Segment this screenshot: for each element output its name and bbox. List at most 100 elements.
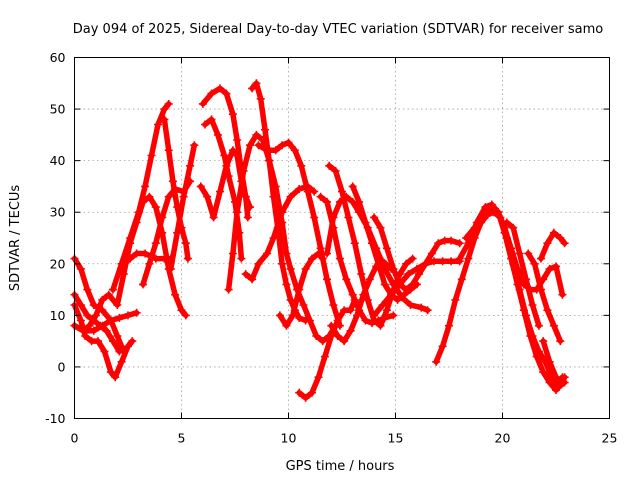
data-point-marker	[216, 84, 224, 93]
data-point-marker	[310, 187, 319, 196]
data-point-marker	[342, 192, 351, 201]
chart-title: Day 094 of 2025, Sidereal Day-to-day VTE…	[73, 22, 604, 37]
data-point-marker	[329, 301, 338, 309]
data-point-marker	[198, 99, 207, 108]
data-point-marker	[104, 290, 113, 299]
data-point-marker	[382, 244, 391, 253]
data-point-marker	[147, 151, 156, 160]
data-point-marker	[522, 275, 530, 284]
data-point-marker	[487, 203, 496, 212]
data-point-marker	[415, 270, 423, 279]
data-point-marker	[376, 223, 385, 232]
data-point-marker	[243, 213, 252, 222]
y-tick-label: 10	[50, 308, 66, 323]
data-point-marker	[241, 270, 250, 279]
data-point-marker	[278, 259, 287, 268]
data-point-marker	[89, 326, 98, 335]
data-point-marker	[246, 141, 254, 150]
data-point-marker	[368, 239, 376, 248]
data-point-marker	[408, 254, 417, 263]
data-point-marker	[327, 321, 336, 330]
data-point-marker	[160, 115, 169, 124]
data-point-marker	[201, 120, 209, 129]
data-point-marker	[406, 301, 415, 309]
data-point-marker	[342, 275, 351, 284]
satellite-track-30	[504, 219, 542, 329]
data-point-marker	[539, 337, 548, 346]
data-point-marker	[464, 239, 473, 248]
data-point-marker	[558, 290, 567, 299]
data-point-marker	[100, 347, 109, 356]
data-point-marker	[252, 130, 261, 139]
data-point-marker	[421, 259, 430, 268]
data-point-marker	[275, 311, 284, 320]
data-point-marker	[412, 264, 421, 273]
data-point-marker	[278, 208, 287, 217]
data-point-marker	[329, 213, 338, 222]
data-point-marker	[248, 275, 257, 284]
data-point-marker	[308, 388, 316, 397]
data-point-marker	[98, 321, 107, 330]
y-tick-label: -10	[45, 411, 65, 426]
data-point-marker	[164, 99, 173, 108]
data-point-marker	[350, 239, 359, 248]
data-point-marker	[301, 264, 310, 273]
data-point-marker	[126, 234, 135, 242]
data-point-marker	[338, 187, 346, 196]
data-point-marker	[370, 311, 379, 320]
data-point-marker	[560, 373, 569, 382]
y-tick-label: 60	[50, 50, 66, 65]
data-point-marker	[207, 115, 216, 124]
data-point-marker	[166, 264, 175, 273]
data-point-marker	[530, 259, 539, 268]
data-point-marker	[361, 316, 370, 325]
data-point-marker	[282, 321, 291, 330]
axis-ticks: 0 5 10 15 20 25 -10 0 10 20 30 40 50 60	[45, 50, 617, 446]
data-point-marker	[320, 352, 329, 361]
data-point-marker	[160, 105, 169, 114]
data-point-marker	[335, 254, 344, 263]
data-point-marker	[316, 244, 325, 253]
data-point-marker	[323, 249, 331, 258]
data-point-marker	[502, 218, 511, 227]
data-point-marker	[402, 259, 411, 268]
data-point-marker	[139, 280, 147, 289]
data-point-marker	[348, 182, 357, 191]
data-point-marker	[282, 280, 291, 289]
data-point-marker	[374, 259, 383, 268]
data-point-marker	[224, 285, 233, 294]
data-point-marker	[158, 213, 167, 222]
data-point-marker	[132, 249, 141, 258]
data-point-marker	[282, 249, 291, 258]
data-point-marker	[213, 130, 222, 139]
data-point-marker	[83, 285, 92, 294]
data-point-marker	[109, 337, 117, 346]
data-point-marker	[376, 321, 385, 330]
data-point-marker	[370, 213, 379, 222]
data-point-marker	[216, 187, 224, 196]
data-point-marker	[288, 311, 297, 320]
data-point-marker	[430, 257, 438, 266]
data-point-marker	[346, 306, 355, 315]
data-point-marker	[113, 301, 122, 309]
data-point-marker	[183, 254, 192, 263]
data-point-marker	[102, 326, 111, 335]
data-point-marker	[365, 275, 374, 284]
data-point-marker	[545, 357, 554, 366]
data-point-marker	[318, 254, 327, 263]
data-point-marker	[171, 290, 180, 299]
data-point-marker	[528, 301, 537, 309]
data-point-marker	[228, 110, 237, 119]
data-point-marker	[301, 316, 310, 325]
data-point-marker	[400, 290, 409, 299]
data-point-marker	[509, 223, 518, 232]
data-point-marker	[323, 197, 331, 206]
data-point-marker	[301, 393, 310, 402]
data-point-marker	[271, 146, 280, 155]
data-point-marker	[417, 303, 426, 312]
data-point-marker	[507, 254, 516, 263]
data-point-marker	[81, 326, 90, 335]
data-point-marker	[263, 146, 272, 155]
satellite-track-18	[277, 250, 326, 329]
